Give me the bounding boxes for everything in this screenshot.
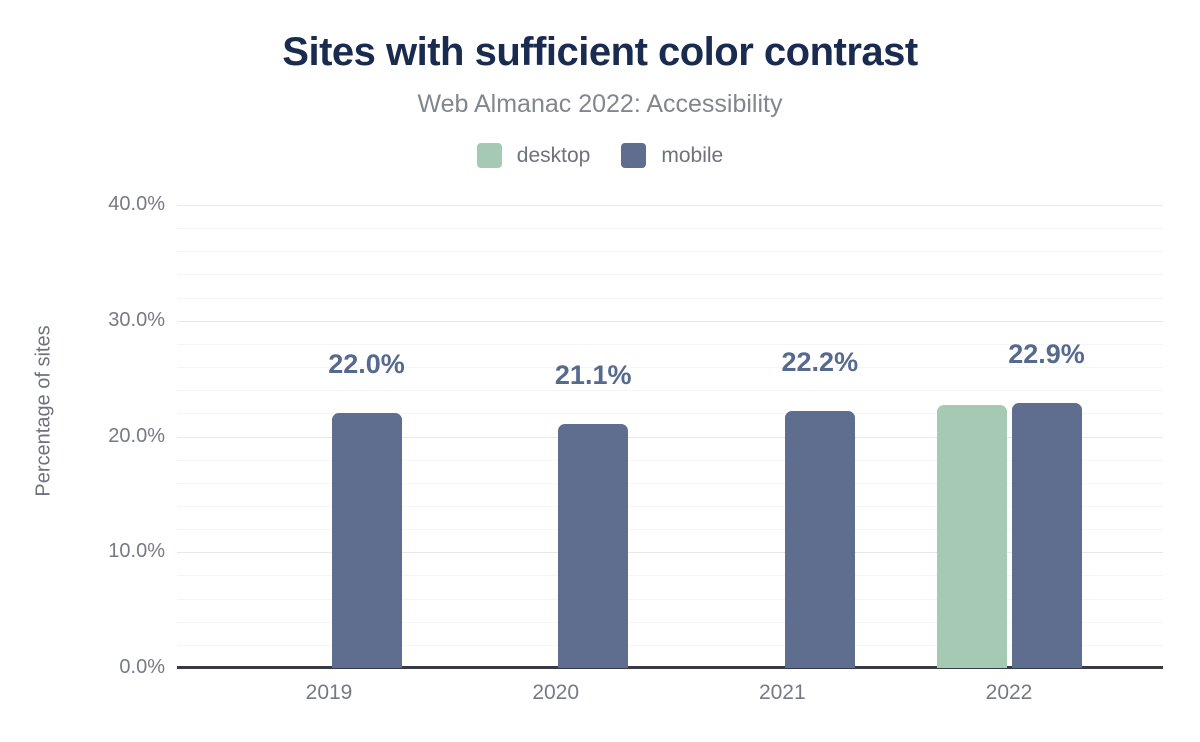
value-label-2019: 22.0%: [328, 349, 405, 380]
bar-mobile-2022: [1011, 402, 1082, 668]
gridline-minor-16: [177, 482, 1163, 484]
x-tick-2020: 2020: [532, 681, 580, 704]
gridline-major-10: [177, 552, 1163, 554]
gridline-minor-12: [177, 529, 1163, 531]
bar-mobile-2021: [784, 411, 855, 668]
gridline-minor-26: [177, 367, 1163, 369]
plot-area: 0.0% 10.0% 20.0% 30.0% 40.0% 22.0% 2019 21.1% 20…: [108, 193, 1163, 704]
gridline-minor-34: [177, 274, 1163, 276]
legend-swatch-mobile: [621, 143, 647, 168]
y-axis-title: Percentage of sites: [32, 325, 55, 497]
legend-label-mobile: mobile: [661, 143, 724, 167]
value-label-2021: 22.2%: [781, 347, 859, 378]
gridline-minor-2: [177, 644, 1163, 646]
bar-mobile-2020: [558, 423, 629, 668]
legend-item-desktop: desktop: [476, 143, 591, 168]
y-tick-40: 40.0%: [108, 193, 165, 215]
gridline-minor-8: [177, 575, 1163, 577]
gridline-minor-22: [177, 413, 1163, 415]
legend-swatch-desktop: [476, 143, 502, 168]
x-tick-2022: 2022: [985, 681, 1033, 704]
value-label-2022: 22.9%: [1008, 338, 1085, 369]
gridline-minor-38: [177, 228, 1163, 230]
gridline-minor-4: [177, 621, 1163, 623]
y-tick-0: 0.0%: [119, 656, 165, 678]
x-tick-2019: 2019: [305, 681, 353, 704]
y-tick-20: 20.0%: [108, 424, 165, 447]
x-axis-line: [177, 666, 1163, 669]
gridline-major-20: [177, 436, 1163, 438]
gridline-minor-18: [177, 459, 1163, 461]
legend: desktop mobile: [0, 143, 1200, 168]
bar-mobile-2019: [331, 413, 402, 668]
legend-item-mobile: mobile: [621, 143, 723, 168]
gridline-major-40: [177, 205, 1163, 206]
chart-subtitle: Web Almanac 2022: Accessibility: [417, 90, 783, 118]
gridline-minor-6: [177, 598, 1163, 600]
legend-label-desktop: desktop: [516, 143, 591, 167]
gridline-minor-36: [177, 251, 1163, 253]
bar-desktop-2022: [936, 405, 1007, 668]
gridline-minor-32: [177, 297, 1163, 299]
gridline-minor-14: [177, 505, 1163, 507]
chart-title: Sites with sufficient color contrast: [282, 30, 918, 74]
gridline-minor-28: [177, 343, 1163, 345]
value-label-2020: 21.1%: [554, 359, 632, 390]
y-tick-10: 10.0%: [108, 540, 165, 563]
gridline-minor-24: [177, 390, 1163, 392]
x-tick-2021: 2021: [758, 681, 806, 704]
gridline-major-30: [177, 320, 1163, 322]
y-tick-30: 30.0%: [108, 308, 165, 331]
